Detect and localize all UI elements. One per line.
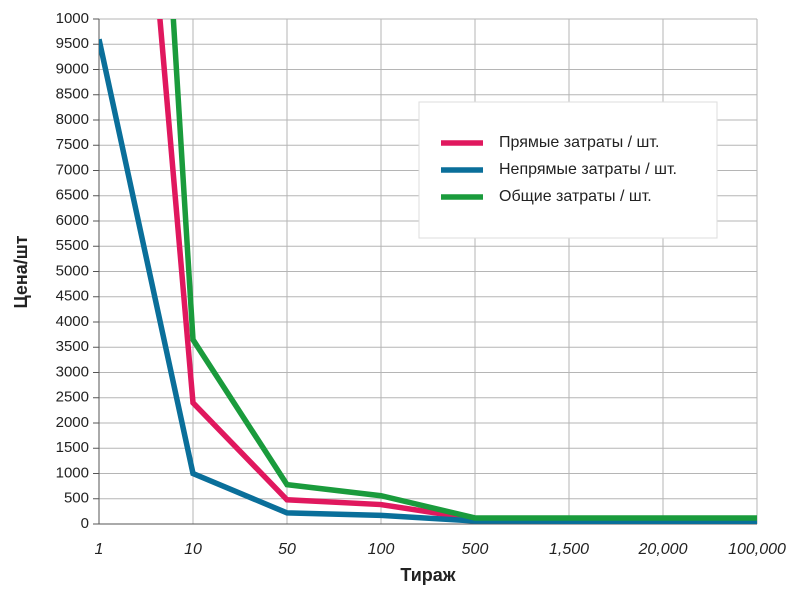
y-tick-label: 1000: [56, 464, 89, 481]
y-tick-label: 0: [81, 515, 89, 532]
y-tick-label: 1000: [56, 10, 89, 27]
y-tick-label: 3500: [56, 338, 89, 355]
y-tick-label: 5000: [56, 262, 89, 279]
x-tick-label: 100,000: [728, 541, 786, 558]
plot-lines: [99, 19, 757, 524]
y-axis-label: Цена/шт: [11, 235, 31, 308]
y-tick-label: 500: [64, 490, 89, 507]
y-tick-label: 9000: [56, 60, 89, 77]
legend-label: Общие затраты / шт.: [499, 188, 652, 205]
legend-label: Непрямые затраты / шт.: [499, 161, 677, 178]
y-tick-label: 6500: [56, 187, 89, 204]
x-tick-label: 50: [278, 541, 296, 558]
x-tick-label: 20,000: [638, 541, 688, 558]
legend-label: Прямые затраты / шт.: [499, 134, 659, 151]
x-axis-label: Тираж: [400, 565, 455, 585]
y-tick-label: 2000: [56, 414, 89, 431]
y-tick-label: 7000: [56, 161, 89, 178]
y-tick-label: 8000: [56, 111, 89, 128]
y-tick-label: 7500: [56, 136, 89, 153]
y-tick-label: 4000: [56, 313, 89, 330]
y-tick-label: 9500: [56, 35, 89, 52]
y-tick-label: 1500: [56, 439, 89, 456]
y-tick-label: 6000: [56, 212, 89, 229]
x-tick-label: 500: [462, 541, 489, 558]
y-tick-label: 2500: [56, 389, 89, 406]
y-tick-label: 5500: [56, 237, 89, 254]
x-tick-label: 100: [368, 541, 395, 558]
x-tick-label: 1: [95, 541, 104, 558]
series-line: [170, 19, 757, 521]
y-tick-label: 8500: [56, 86, 89, 103]
y-tick-label: 3000: [56, 363, 89, 380]
series-line: [99, 38, 757, 524]
x-tick-label: 1,500: [549, 541, 589, 558]
y-tick-label: 4500: [56, 288, 89, 305]
series-line: [157, 19, 757, 522]
x-tick-label: 10: [184, 541, 202, 558]
